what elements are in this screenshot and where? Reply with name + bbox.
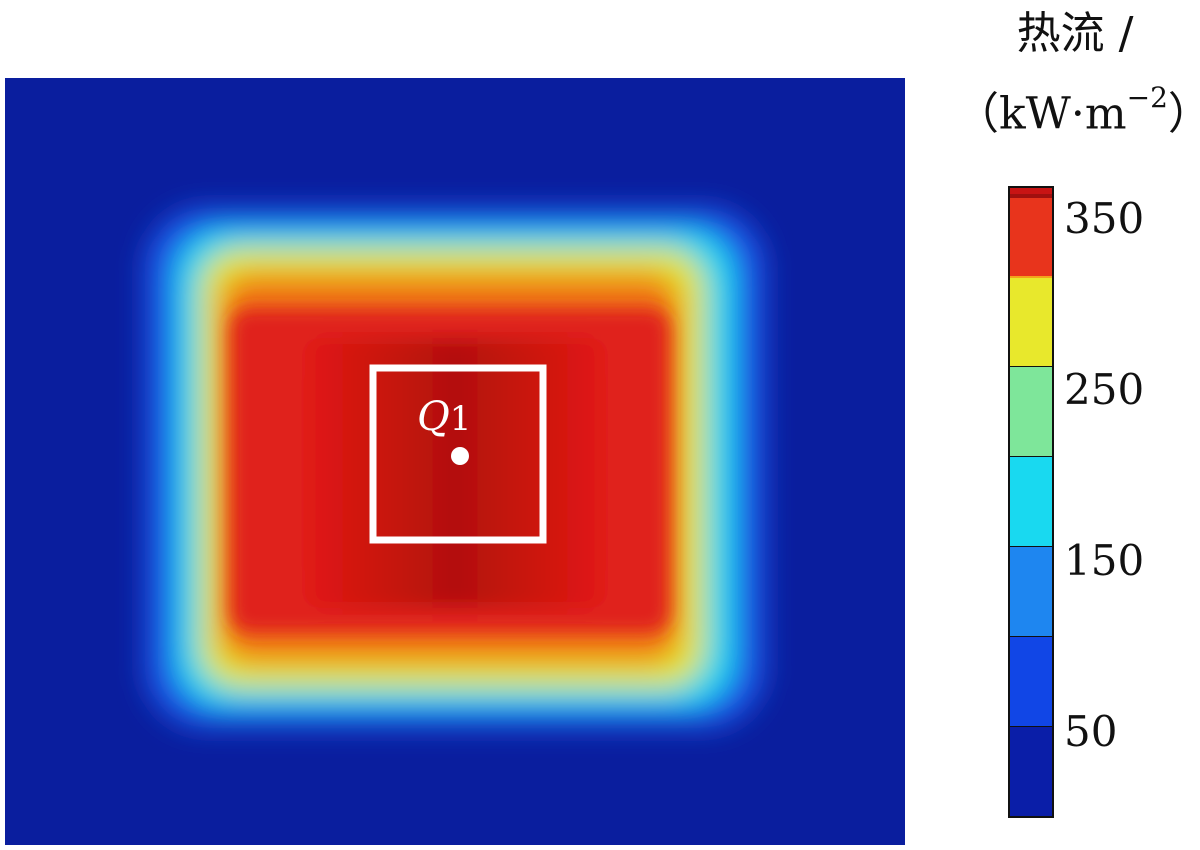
q1-window-box: [369, 364, 547, 544]
core-darkred: [305, 338, 605, 608]
colorbar-segment: [1010, 188, 1052, 276]
colorbar-segment: [1010, 636, 1052, 726]
colorbar-segment: [1010, 366, 1052, 456]
legend-unit-close: ）: [1168, 89, 1200, 140]
heat-core: [230, 308, 670, 633]
colorbar-separator: [1010, 365, 1052, 367]
legend-unit-exponent: −2: [1126, 81, 1168, 114]
colorbar-segment: [1010, 276, 1052, 366]
colorbar-segment: [1010, 188, 1052, 194]
colorbar-segment: [1010, 726, 1052, 816]
colorbar-separator: [1010, 545, 1052, 547]
heatmap-plot: Q1: [5, 78, 905, 845]
colorbar-segment: [1010, 456, 1052, 546]
colorbar-tick-label: 250: [1064, 364, 1145, 414]
q1-label: Q1: [417, 394, 471, 440]
colorbar-separator: [1010, 455, 1052, 457]
colorbar-separator: [1010, 725, 1052, 727]
colorbar-tick-label: 50: [1064, 706, 1118, 756]
colorbar-separator: [1010, 635, 1052, 637]
colorbar-tick-label: 150: [1064, 535, 1145, 585]
legend-unit-base: （kW·m: [955, 88, 1127, 140]
heatmap-panel: Q1: [5, 78, 905, 845]
colorbar-tick-label: 350: [1064, 194, 1145, 244]
colorbar: [1008, 186, 1054, 818]
q1-point-marker: [451, 447, 469, 465]
colorbar-segment: [1010, 546, 1052, 636]
legend-title: 热流 /: [1016, 8, 1134, 59]
legend-unit: （kW·m−2）: [955, 78, 1200, 141]
